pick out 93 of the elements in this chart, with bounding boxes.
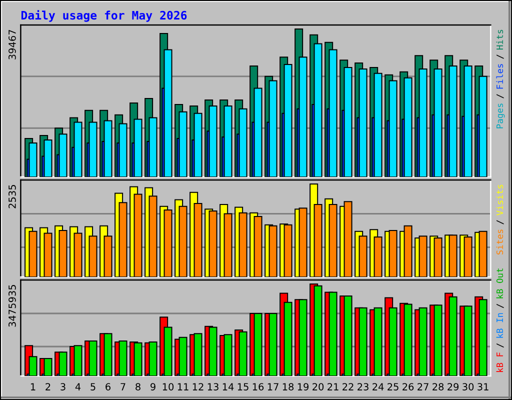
x-tick-label: 10 [162, 383, 174, 390]
x-tick-label: 14 [222, 383, 234, 390]
bar [298, 208, 308, 277]
bar [28, 230, 38, 277]
x-tick-label: 8 [136, 383, 140, 390]
x-tick-label: 2 [46, 383, 50, 390]
x-tick-label: 30 [462, 383, 474, 390]
bar [74, 122, 82, 177]
text: kB Out [496, 268, 504, 298]
bar [404, 304, 412, 376]
bar [464, 306, 472, 376]
bar [328, 292, 338, 376]
x-tick-label: 28 [432, 383, 444, 390]
bar [74, 345, 82, 376]
x-tick-label: 5 [90, 383, 96, 390]
text: 39467 [8, 30, 16, 60]
x-tick-label: 27 [418, 383, 428, 390]
x-tick-label: 1 [30, 383, 36, 390]
bar [268, 225, 278, 277]
text: / [496, 304, 504, 308]
bar [478, 299, 488, 376]
x-tick-label: 18 [282, 383, 294, 390]
bar [448, 234, 458, 277]
x-tick-label: 29 [448, 383, 459, 390]
bar [224, 334, 232, 376]
chart-title: Daily usage for May 2026 [21, 10, 187, 22]
x-tick-label: 12 [192, 383, 204, 390]
legend-title: / [496, 220, 504, 224]
text: 3475935 [8, 285, 16, 327]
bar [358, 307, 368, 376]
x-tick-label: 3 [60, 383, 66, 390]
legend-title: / [496, 343, 504, 348]
x-tick-label: 23 [358, 383, 368, 390]
bar [104, 333, 112, 376]
bar [28, 142, 38, 177]
bar [164, 210, 172, 277]
bar [194, 333, 202, 376]
bar [404, 225, 412, 277]
bar [344, 201, 352, 277]
bar [268, 312, 278, 376]
bar [418, 236, 428, 277]
x-tick-label: 24 [372, 383, 384, 390]
text: kB F [496, 352, 503, 372]
bar [148, 341, 158, 376]
bar [448, 296, 458, 376]
bar [418, 307, 428, 376]
text: 2535 [8, 185, 16, 208]
bar [388, 230, 398, 277]
bar [254, 312, 262, 376]
x-tick-label: 11 [178, 383, 188, 390]
bar [208, 210, 218, 277]
bar [268, 80, 278, 177]
bar [314, 285, 322, 376]
bar [434, 237, 442, 277]
bar [464, 236, 472, 277]
bar [88, 340, 98, 376]
x-tick-label: 7 [120, 383, 126, 390]
text: Pages [496, 104, 505, 128]
x-tick-label: 13 [208, 383, 218, 390]
bar [284, 224, 292, 277]
x-tick-label: 19 [298, 383, 309, 390]
x-tick-label: 16 [252, 383, 264, 390]
text: Sites [496, 230, 504, 254]
text: kB In [496, 313, 503, 338]
legend-title: / [496, 54, 504, 59]
bar [134, 342, 142, 376]
text: Visits [496, 184, 504, 216]
bar [208, 326, 218, 376]
x-tick-label: 31 [478, 383, 488, 390]
bar [118, 340, 128, 376]
x-tick-label: 25 [388, 383, 398, 390]
text: / [496, 94, 504, 98]
text: Files [496, 64, 504, 89]
x-tick-label: 21 [328, 383, 338, 390]
bar [58, 352, 68, 376]
bar [178, 336, 188, 376]
x-tick-label: 9 [150, 383, 156, 390]
x-tick-label: 20 [312, 383, 324, 390]
bar [374, 307, 382, 376]
bar [434, 304, 442, 376]
x-tick-label: 26 [402, 383, 414, 390]
x-tick-label: 17 [268, 383, 278, 390]
bar [44, 358, 52, 376]
bar [344, 295, 352, 376]
bar [238, 331, 248, 376]
text: Hits [496, 30, 504, 50]
x-tick-label: 4 [75, 383, 81, 390]
x-tick-label: 6 [106, 383, 110, 390]
bar [298, 299, 308, 376]
bar [254, 216, 262, 277]
x-tick-label: 15 [238, 383, 248, 390]
x-tick-label: 22 [342, 383, 354, 390]
bar [478, 230, 488, 277]
